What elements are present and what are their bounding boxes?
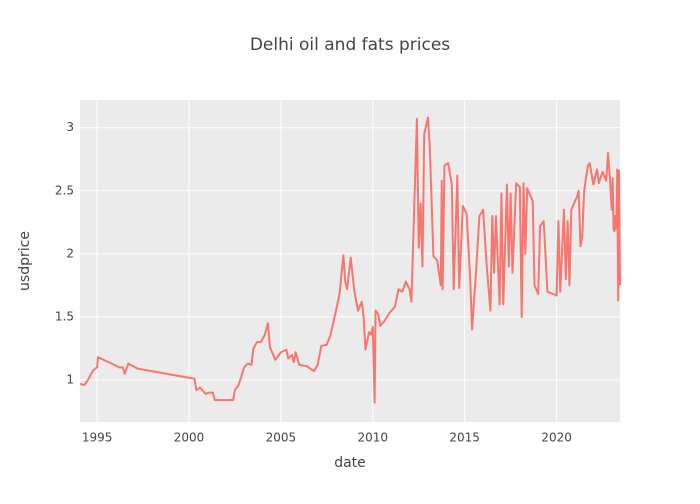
x-tick-label: 2020 <box>541 431 572 445</box>
y-tick-label: 1.5 <box>55 309 74 323</box>
x-tick-label: 2010 <box>358 431 389 445</box>
y-tick-label: 3 <box>66 120 74 134</box>
x-tick-label: 2005 <box>266 431 297 445</box>
y-tick-label: 2.5 <box>55 183 74 197</box>
x-tick-label: 2015 <box>449 431 480 445</box>
x-axis-title: date <box>334 455 366 471</box>
x-tick-label: 2000 <box>174 431 205 445</box>
y-axis-title: usdprice <box>17 231 33 291</box>
x-tick-label: 1995 <box>82 431 113 445</box>
data-line <box>79 116 621 404</box>
y-tick-label: 2 <box>66 246 74 260</box>
chart-title: Delhi oil and fats prices <box>250 35 450 55</box>
y-tick-label: 1 <box>66 373 74 387</box>
